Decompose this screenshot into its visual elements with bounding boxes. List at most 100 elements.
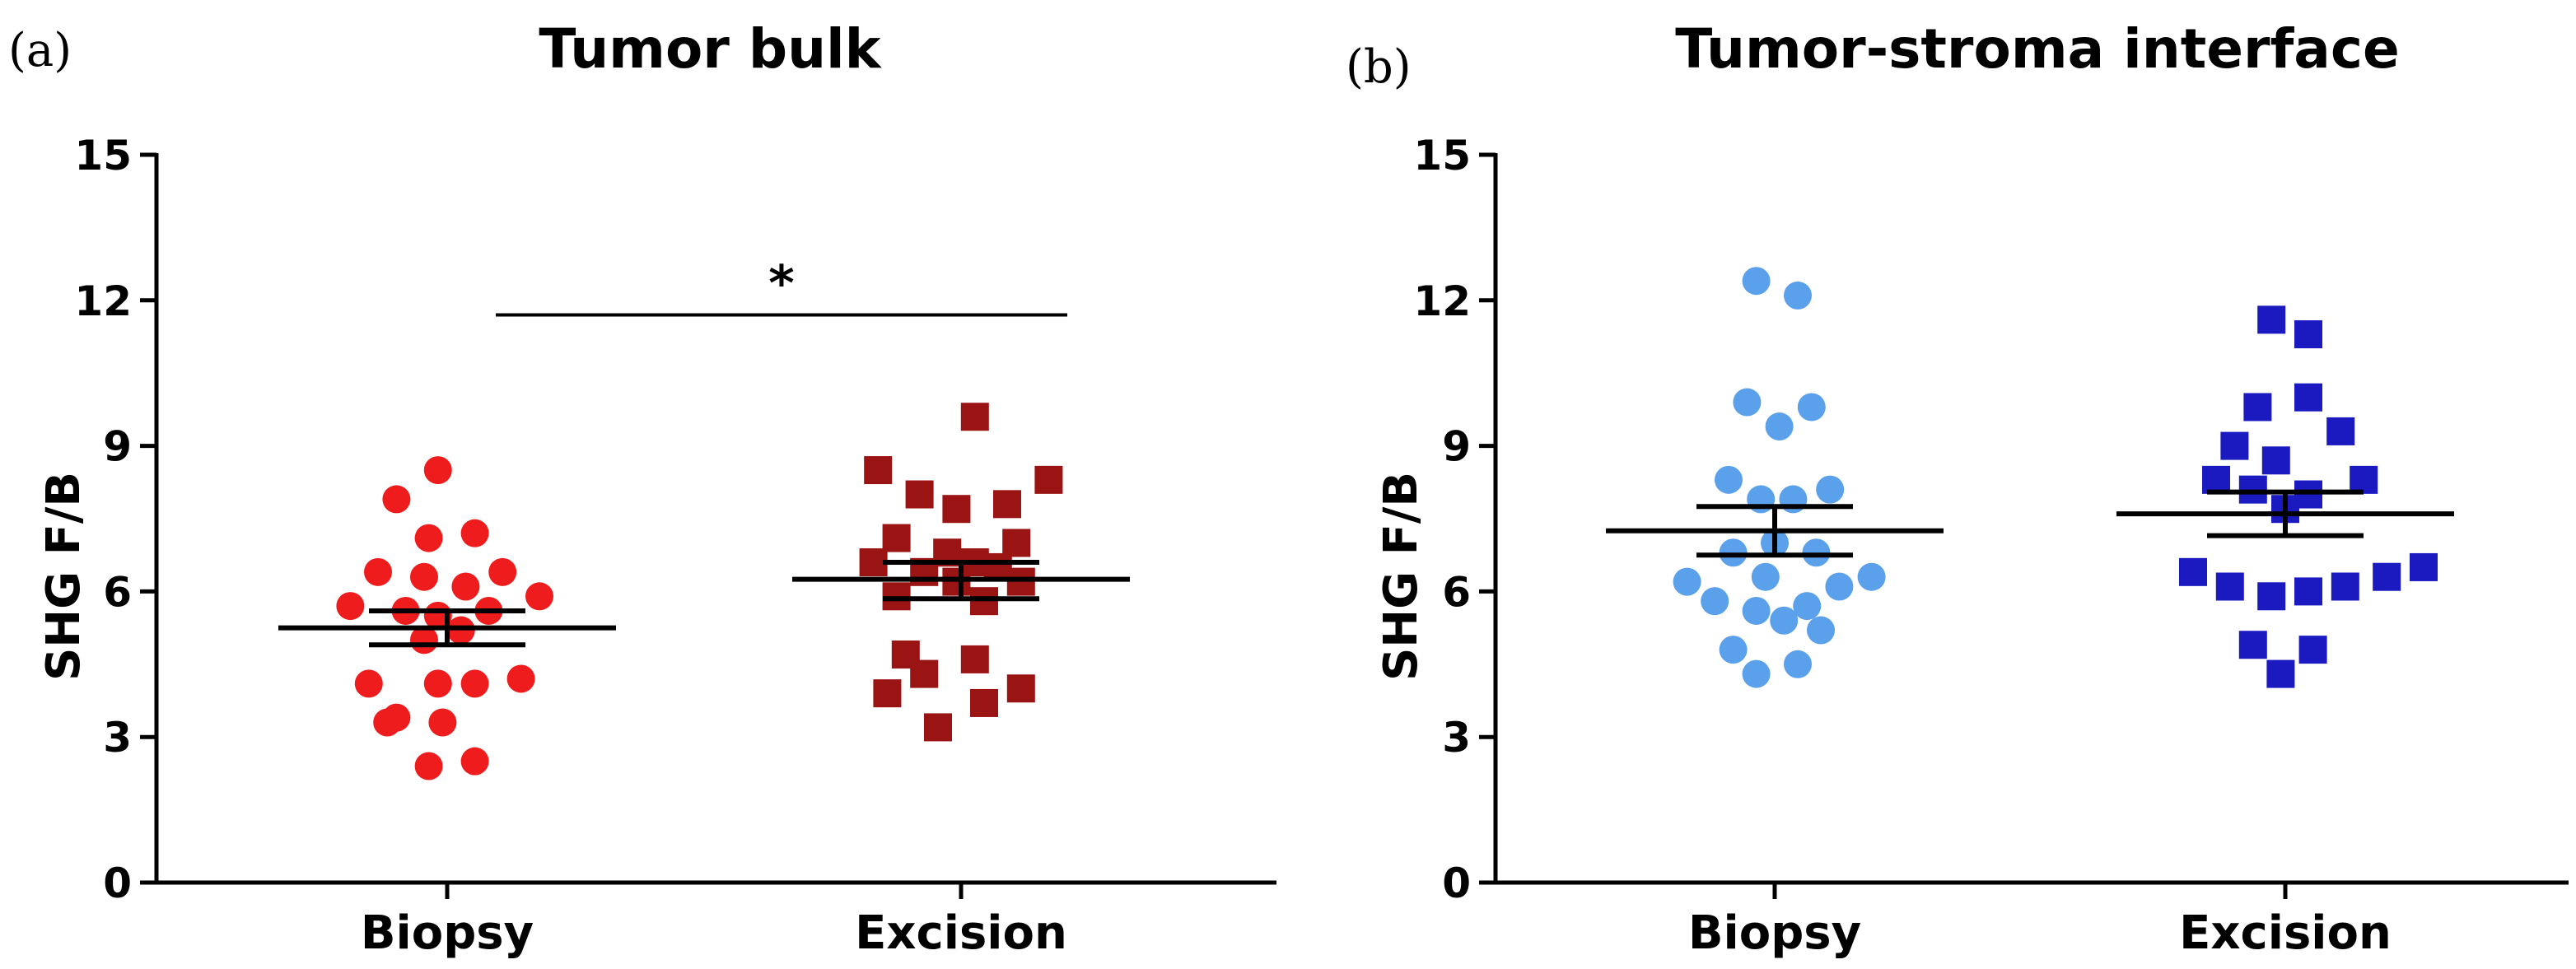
data-point: [960, 645, 989, 673]
data-point: [2238, 631, 2267, 659]
data-point: [423, 456, 452, 485]
data-point: [1034, 465, 1063, 494]
data-point: [460, 747, 489, 776]
data-point: [873, 679, 902, 708]
data-point: [354, 669, 383, 698]
data-point: [993, 490, 1021, 519]
data-point: [2294, 383, 2322, 412]
data-point: [1784, 650, 1812, 678]
data-point: [924, 713, 952, 742]
data-points: [336, 403, 1063, 780]
y-tick-label: 12: [1413, 277, 1471, 325]
data-point: [2261, 446, 2290, 475]
data-point: [2298, 636, 2327, 664]
data-point: [2373, 562, 2401, 591]
y-tick-label: 9: [1442, 423, 1471, 471]
y-ticks: 0 3 6 9 12 15: [1413, 132, 1496, 907]
data-point: [960, 403, 989, 431]
data-point: [882, 524, 911, 552]
data-point: [410, 562, 438, 591]
data-point: [373, 708, 402, 737]
data-point: [1770, 606, 1799, 635]
y-tick-label: 6: [1442, 568, 1471, 616]
data-point: [2202, 465, 2230, 494]
chart-tumor-stroma-interface: (b) Tumor-stroma interface SHG F/B 0 3 6 9 1…: [1346, 17, 2569, 960]
data-point: [864, 456, 893, 485]
data-point: [460, 669, 489, 698]
data-point: [1701, 587, 1729, 616]
data-point: [506, 664, 535, 693]
data-points: [1673, 267, 2438, 688]
data-point: [1742, 596, 1771, 625]
data-point: [2257, 305, 2286, 334]
category-labels: Biopsy Excision: [1688, 883, 2392, 960]
data-point: [1673, 567, 1701, 596]
y-ticks: 0 3 6 9 12 15: [74, 132, 156, 907]
data-point: [525, 582, 553, 611]
significance-label: *: [768, 254, 794, 312]
category-label: Excision: [2179, 906, 2392, 960]
category-label: Excision: [855, 906, 1067, 960]
significance-marker: *: [496, 254, 1067, 317]
data-point: [970, 688, 998, 717]
y-tick-label: 6: [103, 568, 132, 616]
y-tick-label: 0: [103, 860, 132, 907]
data-point: [905, 480, 934, 509]
axes: [154, 153, 1276, 885]
data-point: [859, 548, 888, 577]
data-point: [1742, 659, 1771, 688]
mean-sem-bars: [1606, 489, 2454, 558]
chart-title: Tumor-stroma interface: [1675, 17, 2399, 81]
chart-title: Tumor bulk: [539, 17, 882, 81]
panel-tumor-stroma-interface: (b) Tumor-stroma interface SHG F/B 0 3 6 9 1…: [1288, 0, 2576, 969]
data-point: [1816, 475, 1845, 504]
y-axis-label: SHG F/B: [1374, 472, 1428, 681]
data-point: [1765, 412, 1794, 441]
data-point: [1825, 572, 1854, 601]
data-point: [1797, 393, 1826, 422]
data-point: [2179, 557, 2207, 586]
y-tick-label: 0: [1442, 860, 1471, 907]
data-point: [942, 495, 971, 524]
data-point: [1747, 485, 1776, 514]
data-point: [488, 557, 517, 586]
data-point: [2294, 320, 2322, 349]
y-axis-label: SHG F/B: [37, 472, 91, 681]
axes: [1493, 153, 2569, 885]
data-point: [1751, 562, 1780, 591]
data-point: [1793, 592, 1822, 621]
y-tick-label: 9: [103, 423, 132, 471]
category-label: Biopsy: [1688, 906, 1861, 960]
data-point: [364, 557, 392, 586]
data-point: [336, 592, 365, 621]
panel-label: (a): [8, 24, 72, 77]
panel-label: (b): [1346, 40, 1412, 94]
data-point: [2257, 582, 2286, 611]
data-point: [460, 519, 489, 547]
data-point: [2220, 431, 2249, 460]
y-tick-label: 3: [103, 714, 132, 762]
data-point: [2215, 572, 2244, 601]
category-label: Biopsy: [361, 906, 534, 960]
data-point: [1779, 485, 1808, 514]
data-point: [1715, 465, 1743, 494]
data-point: [1784, 281, 1812, 310]
y-tick-label: 3: [1442, 714, 1471, 762]
data-point: [1006, 674, 1035, 703]
mean-sem-bars: [278, 560, 1130, 648]
data-point: [423, 669, 452, 698]
data-point: [414, 752, 443, 780]
category-labels: Biopsy Excision: [361, 883, 1067, 960]
data-point: [451, 572, 480, 601]
data-point: [1742, 267, 1771, 296]
data-point: [2243, 393, 2272, 422]
data-point: [1733, 388, 1762, 417]
data-point: [2326, 417, 2355, 445]
data-point: [2266, 659, 2295, 688]
data-point: [910, 659, 939, 688]
data-point: [2331, 572, 2359, 601]
panel-tumor-bulk: (a) Tumor bulk SHG F/B 0 3 6 9 12 15 Biopsy Ex…: [8, 17, 1276, 960]
data-point: [2294, 577, 2322, 606]
y-tick-label: 15: [1413, 132, 1471, 179]
data-point: [2410, 552, 2438, 581]
